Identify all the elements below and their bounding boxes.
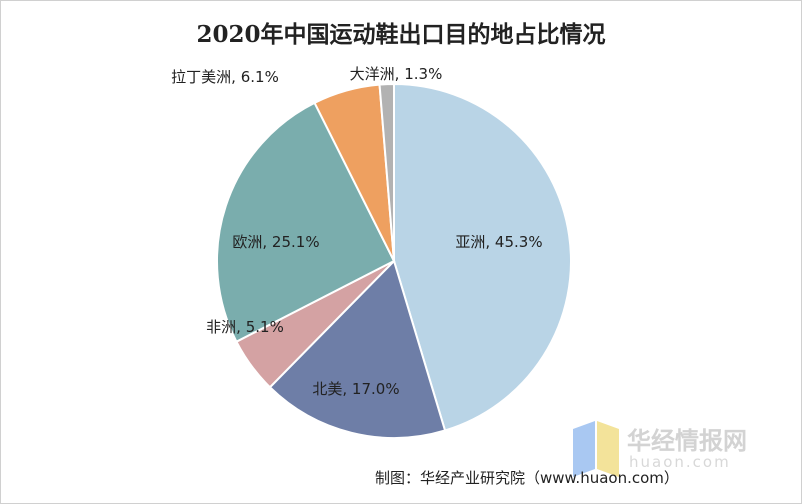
chart-title: 2020年中国运动鞋出口目的地占比情况	[196, 21, 606, 48]
slice-label-1: 北美, 17.0%	[312, 380, 399, 398]
pie-slice-0	[393, 82, 572, 432]
pie-slice-3	[216, 101, 396, 344]
watermark-logo-icon	[573, 421, 619, 477]
watermark-url: huaon.com	[629, 453, 731, 471]
slice-label-4: 拉丁美洲, 6.1%	[171, 68, 279, 86]
pie-slice-5	[378, 82, 395, 262]
watermark-text: 华经情报网	[627, 427, 747, 455]
pie-slice-1	[268, 259, 447, 439]
slice-label-3: 欧洲, 25.1%	[232, 233, 319, 251]
slice-label-2: 非洲, 5.1%	[206, 318, 284, 336]
slice-label-0: 亚洲, 45.3%	[455, 233, 542, 251]
slice-label-5: 大洋洲, 1.3%	[350, 65, 443, 83]
chart-credit: 制图：华经产业研究院（www.huaon.com）	[375, 469, 679, 487]
watermark: 华经情报网 huaon.com	[573, 421, 793, 481]
